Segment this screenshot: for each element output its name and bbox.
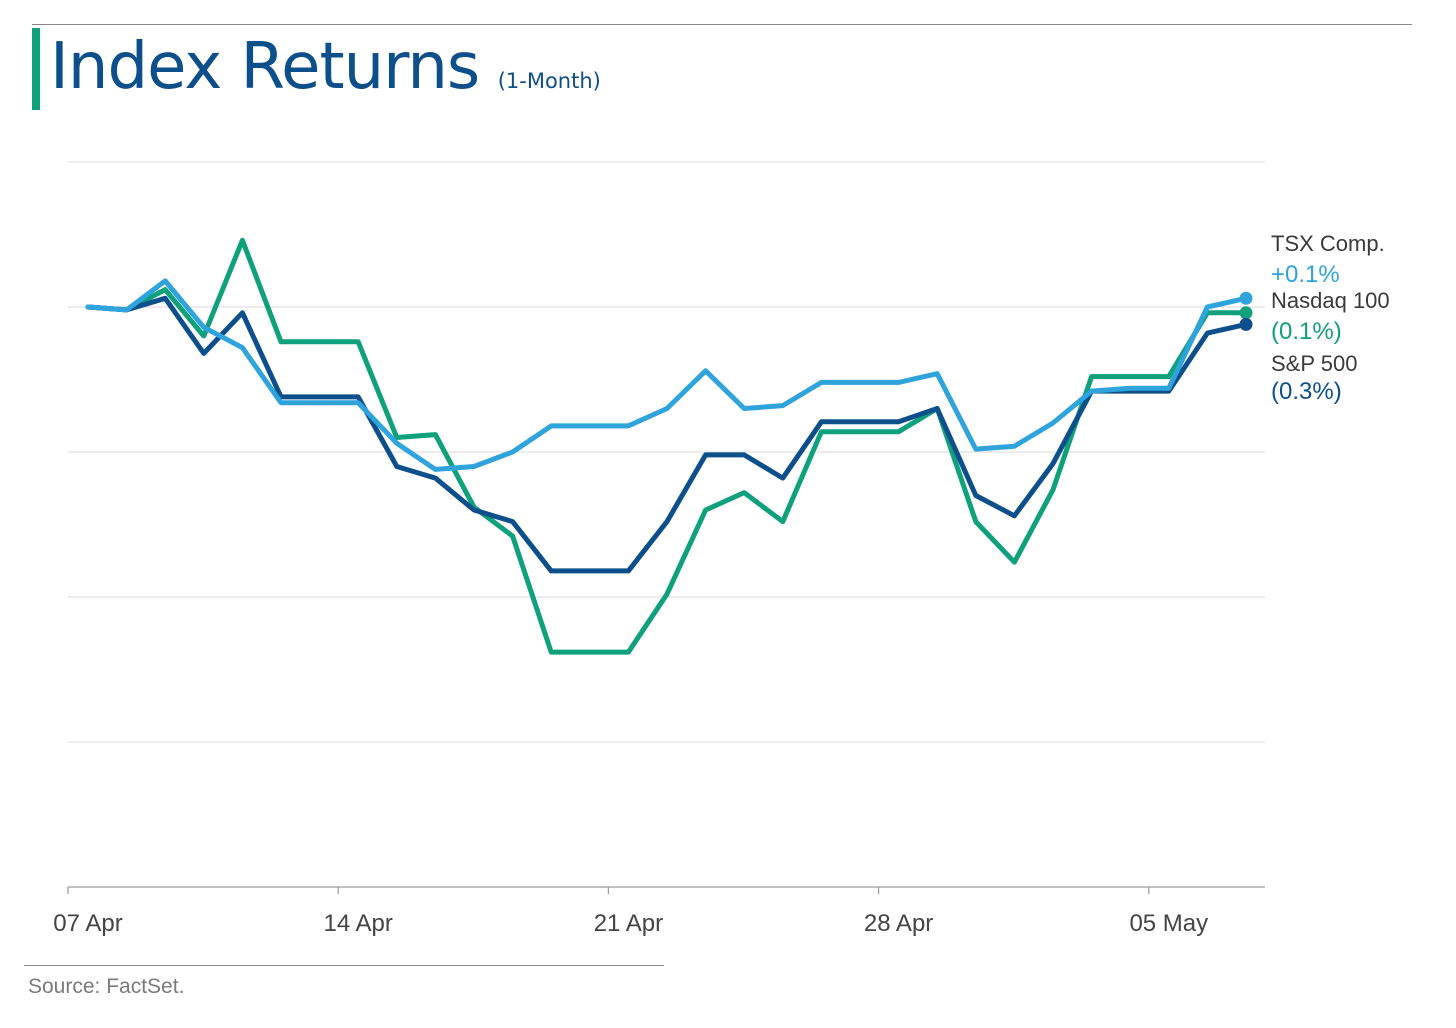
end-marker (1239, 306, 1253, 320)
top-rule (32, 24, 1412, 25)
end-labels: TSX Comp. +0.1%Nasdaq 100 (0.1%) S&P 500(0.… (1271, 231, 1390, 405)
chart-title: Index Returns (50, 30, 480, 104)
series-name-label: TSX Comp. (1271, 231, 1385, 256)
x-tick-label: 05 May (1129, 910, 1208, 937)
chart-subtitle: (1-Month) (497, 69, 601, 93)
x-axis: 07 Apr 14 Apr 21 Apr 28 Apr 05 May (53, 887, 1208, 937)
x-tick-label: 07 Apr (53, 910, 122, 937)
x-tick-label: 28 Apr (864, 910, 933, 937)
series-line-tsx-comp- (85, 278, 1249, 472)
series-lines (85, 237, 1253, 655)
title-accent-bar (32, 28, 40, 110)
series-name-label: Nasdaq 100 (1271, 288, 1390, 313)
x-tick-label: 21 Apr (594, 910, 663, 937)
series-line-s-p-500 (85, 295, 1249, 574)
source-rule (24, 965, 664, 966)
x-tick-label: 14 Apr (324, 910, 393, 937)
source-note: Source: FactSet. (28, 975, 185, 998)
series-value-label: (0.3%) (1271, 378, 1342, 405)
series-value-label: (0.1%) (1271, 318, 1342, 345)
end-marker (1239, 291, 1253, 305)
series-value-label: +0.1% (1271, 261, 1340, 288)
end-marker (1239, 317, 1253, 331)
chart-header: Index Returns (1-Month) (50, 30, 601, 104)
series-name-label: S&P 500 (1271, 351, 1357, 376)
series-line-nasdaq-100 (85, 237, 1249, 655)
